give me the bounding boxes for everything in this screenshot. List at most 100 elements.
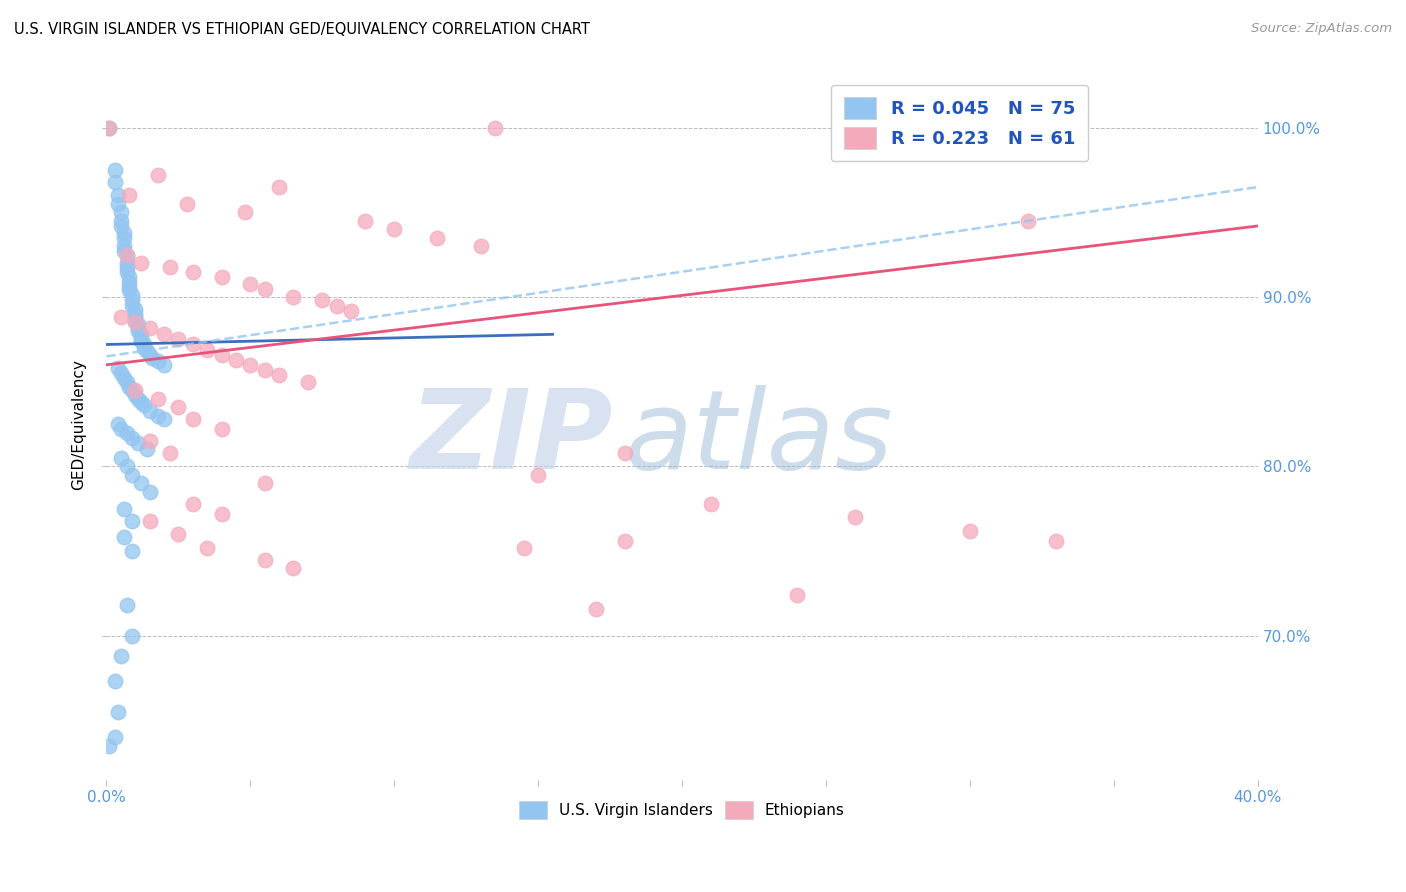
- Point: [118, 188, 141, 202]
- Point: [167, 333, 190, 347]
- Point: [107, 188, 129, 202]
- Text: Source: ZipAtlas.com: Source: ZipAtlas.com: [1251, 22, 1392, 36]
- Point: [121, 544, 143, 558]
- Point: [138, 348, 160, 362]
- Point: [253, 476, 276, 491]
- Point: [121, 514, 143, 528]
- Point: [239, 358, 262, 372]
- Point: [470, 239, 492, 253]
- Point: [118, 275, 141, 289]
- Point: [138, 320, 160, 334]
- Point: [129, 334, 152, 348]
- Point: [269, 368, 291, 382]
- Point: [382, 222, 405, 236]
- Point: [107, 417, 129, 431]
- Point: [135, 344, 157, 359]
- Point: [159, 260, 181, 274]
- Point: [153, 327, 176, 342]
- Point: [129, 256, 152, 270]
- Point: [112, 371, 135, 385]
- Point: [110, 366, 132, 380]
- Point: [98, 120, 121, 135]
- Point: [195, 541, 218, 555]
- Point: [115, 256, 138, 270]
- Point: [148, 354, 170, 368]
- Point: [1017, 214, 1039, 228]
- Point: [118, 380, 141, 394]
- Point: [141, 351, 163, 365]
- Point: [181, 497, 204, 511]
- Point: [112, 531, 135, 545]
- Point: [118, 280, 141, 294]
- Point: [110, 648, 132, 663]
- Point: [124, 310, 146, 325]
- Point: [148, 168, 170, 182]
- Point: [181, 337, 204, 351]
- Text: U.S. VIRGIN ISLANDER VS ETHIOPIAN GED/EQUIVALENCY CORRELATION CHART: U.S. VIRGIN ISLANDER VS ETHIOPIAN GED/EQ…: [14, 22, 591, 37]
- Point: [115, 260, 138, 274]
- Point: [253, 282, 276, 296]
- Point: [132, 341, 155, 355]
- Point: [112, 244, 135, 259]
- Point: [181, 265, 204, 279]
- Point: [513, 541, 536, 555]
- Point: [110, 422, 132, 436]
- Point: [1045, 533, 1067, 548]
- Point: [121, 299, 143, 313]
- Point: [110, 219, 132, 233]
- Point: [239, 277, 262, 291]
- Point: [148, 409, 170, 423]
- Point: [211, 422, 233, 436]
- Point: [211, 348, 233, 362]
- Point: [283, 290, 305, 304]
- Point: [104, 674, 127, 689]
- Point: [127, 320, 149, 334]
- Text: ZIP: ZIP: [409, 384, 613, 491]
- Point: [127, 317, 149, 331]
- Point: [138, 484, 160, 499]
- Point: [138, 434, 160, 448]
- Point: [110, 450, 132, 465]
- Point: [107, 197, 129, 211]
- Point: [110, 214, 132, 228]
- Point: [121, 293, 143, 308]
- Point: [127, 392, 149, 406]
- Point: [959, 524, 981, 538]
- Point: [253, 363, 276, 377]
- Point: [124, 307, 146, 321]
- Point: [613, 533, 636, 548]
- Point: [124, 383, 146, 397]
- Point: [426, 231, 449, 245]
- Point: [153, 358, 176, 372]
- Point: [253, 552, 276, 566]
- Point: [115, 425, 138, 440]
- Point: [124, 388, 146, 402]
- Point: [104, 731, 127, 745]
- Point: [129, 327, 152, 342]
- Point: [132, 399, 155, 413]
- Point: [121, 629, 143, 643]
- Point: [527, 467, 550, 482]
- Point: [98, 739, 121, 753]
- Point: [700, 497, 723, 511]
- Point: [138, 514, 160, 528]
- Point: [613, 446, 636, 460]
- Point: [159, 446, 181, 460]
- Point: [115, 265, 138, 279]
- Point: [124, 314, 146, 328]
- Y-axis label: GED/Equivalency: GED/Equivalency: [72, 359, 86, 490]
- Point: [325, 299, 347, 313]
- Point: [118, 269, 141, 284]
- Point: [176, 197, 198, 211]
- Text: atlas: atlas: [624, 384, 893, 491]
- Point: [112, 226, 135, 240]
- Point: [297, 375, 319, 389]
- Point: [121, 431, 143, 445]
- Point: [211, 269, 233, 284]
- Point: [233, 205, 256, 219]
- Point: [115, 598, 138, 612]
- Point: [585, 601, 607, 615]
- Point: [115, 375, 138, 389]
- Point: [110, 310, 132, 325]
- Point: [138, 403, 160, 417]
